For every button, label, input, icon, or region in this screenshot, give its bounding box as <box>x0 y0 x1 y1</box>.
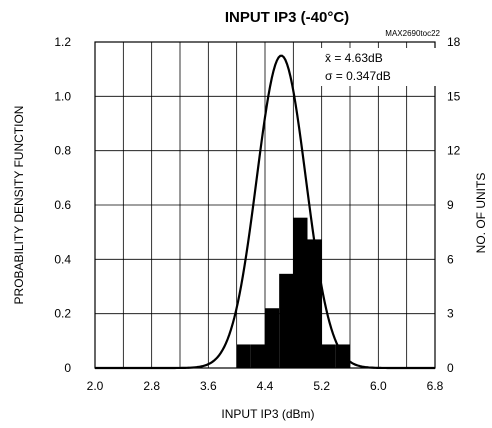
histogram-bar <box>265 308 280 368</box>
sigma-label: σ = 0.347dB <box>325 69 391 83</box>
y-tick-label: 0.4 <box>54 252 71 266</box>
plot-frame <box>94 41 436 369</box>
x-tick-label: 4.4 <box>257 379 274 393</box>
y-tick-label: 1.2 <box>54 35 71 49</box>
histogram-bar <box>293 217 308 368</box>
y2-tick-label: 12 <box>447 144 461 158</box>
plot-grid <box>95 42 435 368</box>
y2-tick-label: 18 <box>447 35 461 49</box>
x-tick-label: 2.0 <box>87 379 104 393</box>
y2-tick-labels: 0 3 6 9 12 15 18 <box>447 35 461 375</box>
y-tick-labels: 0 0.2 0.4 0.6 0.8 1.0 1.2 <box>54 35 71 375</box>
y2-tick-label: 3 <box>447 307 454 321</box>
y2-axis-label: NO. OF UNITS <box>474 173 488 254</box>
mean-label: x̄ = 4.63dB <box>325 51 383 65</box>
histogram-bar <box>279 273 294 368</box>
y-tick-label: 0.6 <box>54 198 71 212</box>
histogram-bar <box>236 344 251 368</box>
chart-code-label: MAX2690toc22 <box>385 29 440 38</box>
chart-title: INPUT IP3 (-40°C) <box>225 9 349 26</box>
y-tick-label: 0.2 <box>54 307 71 321</box>
y2-tick-label: 6 <box>447 252 454 266</box>
x-tick-labels: 2.0 2.8 3.6 4.4 5.2 6.0 6.8 <box>87 379 444 393</box>
stats-box <box>316 48 440 86</box>
y-tick-label: 1.0 <box>54 89 71 103</box>
x-tick-label: 3.6 <box>200 379 217 393</box>
y-tick-label: 0.8 <box>54 144 71 158</box>
histogram-bar <box>250 344 265 368</box>
y-axis-label: PROBABILITY DENSITY FUNCTION <box>12 106 26 305</box>
y2-tick-label: 9 <box>447 198 454 212</box>
histogram-bar <box>307 239 322 368</box>
y2-tick-label: 0 <box>447 361 454 375</box>
x-tick-label: 2.8 <box>143 379 160 393</box>
x-axis-label: INPUT IP3 (dBm) <box>221 407 314 421</box>
histogram-bars <box>236 217 350 368</box>
y2-tick-label: 15 <box>447 89 461 103</box>
histogram-bar <box>321 344 336 368</box>
x-tick-label: 6.8 <box>427 379 444 393</box>
x-tick-label: 6.0 <box>370 379 387 393</box>
x-tick-label: 5.2 <box>313 379 330 393</box>
y-tick-label: 0 <box>64 361 71 375</box>
